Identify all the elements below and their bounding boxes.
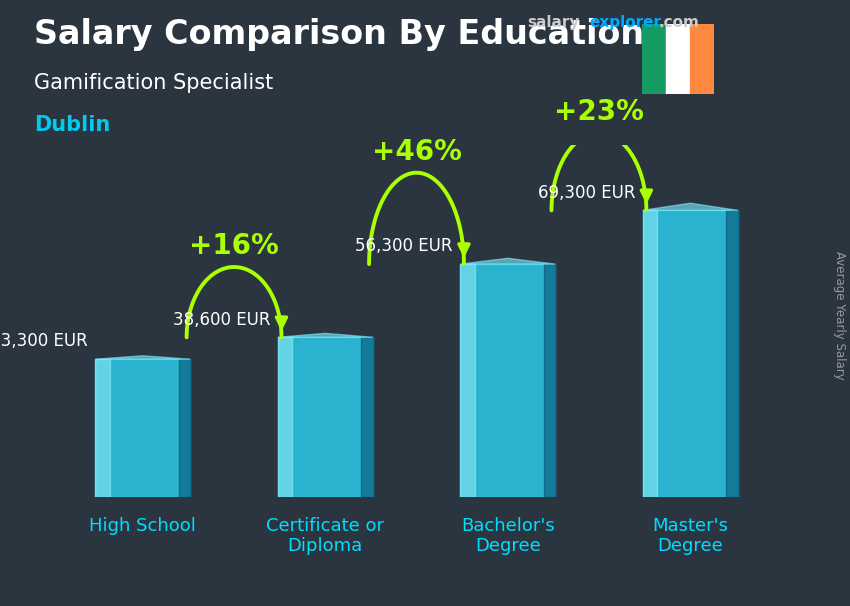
Bar bbox=[461, 264, 555, 497]
Bar bbox=[278, 338, 292, 497]
Text: +23%: +23% bbox=[554, 98, 644, 126]
Text: Dublin: Dublin bbox=[34, 115, 110, 135]
Text: Average Yearly Salary: Average Yearly Salary bbox=[833, 251, 846, 379]
Bar bbox=[361, 338, 372, 497]
Text: Gamification Specialist: Gamification Specialist bbox=[34, 73, 273, 93]
Text: salary: salary bbox=[527, 15, 580, 30]
Text: 38,600 EUR: 38,600 EUR bbox=[173, 310, 270, 328]
Text: 69,300 EUR: 69,300 EUR bbox=[538, 184, 636, 202]
Bar bbox=[643, 210, 657, 497]
Bar bbox=[726, 210, 738, 497]
Bar bbox=[95, 359, 110, 497]
Text: 56,300 EUR: 56,300 EUR bbox=[355, 238, 453, 255]
Text: Certificate or
Diploma: Certificate or Diploma bbox=[266, 516, 384, 556]
Text: High School: High School bbox=[89, 516, 196, 534]
Bar bbox=[278, 338, 372, 497]
Bar bbox=[461, 264, 474, 497]
Bar bbox=[666, 24, 690, 94]
Text: Master's
Degree: Master's Degree bbox=[652, 516, 728, 556]
Bar bbox=[95, 359, 190, 497]
Polygon shape bbox=[643, 203, 738, 210]
Text: explorer: explorer bbox=[589, 15, 661, 30]
Text: +16%: +16% bbox=[190, 232, 279, 260]
Text: Bachelor's
Degree: Bachelor's Degree bbox=[461, 516, 554, 556]
Bar bbox=[642, 24, 666, 94]
Text: .com: .com bbox=[659, 15, 700, 30]
Polygon shape bbox=[95, 356, 190, 359]
Text: Salary Comparison By Education: Salary Comparison By Education bbox=[34, 18, 644, 51]
Text: 33,300 EUR: 33,300 EUR bbox=[0, 333, 88, 350]
Text: +46%: +46% bbox=[371, 138, 462, 165]
Bar bbox=[690, 24, 714, 94]
Polygon shape bbox=[461, 258, 555, 264]
Bar bbox=[544, 264, 555, 497]
Polygon shape bbox=[278, 333, 372, 338]
Bar bbox=[643, 210, 738, 497]
Bar bbox=[178, 359, 190, 497]
